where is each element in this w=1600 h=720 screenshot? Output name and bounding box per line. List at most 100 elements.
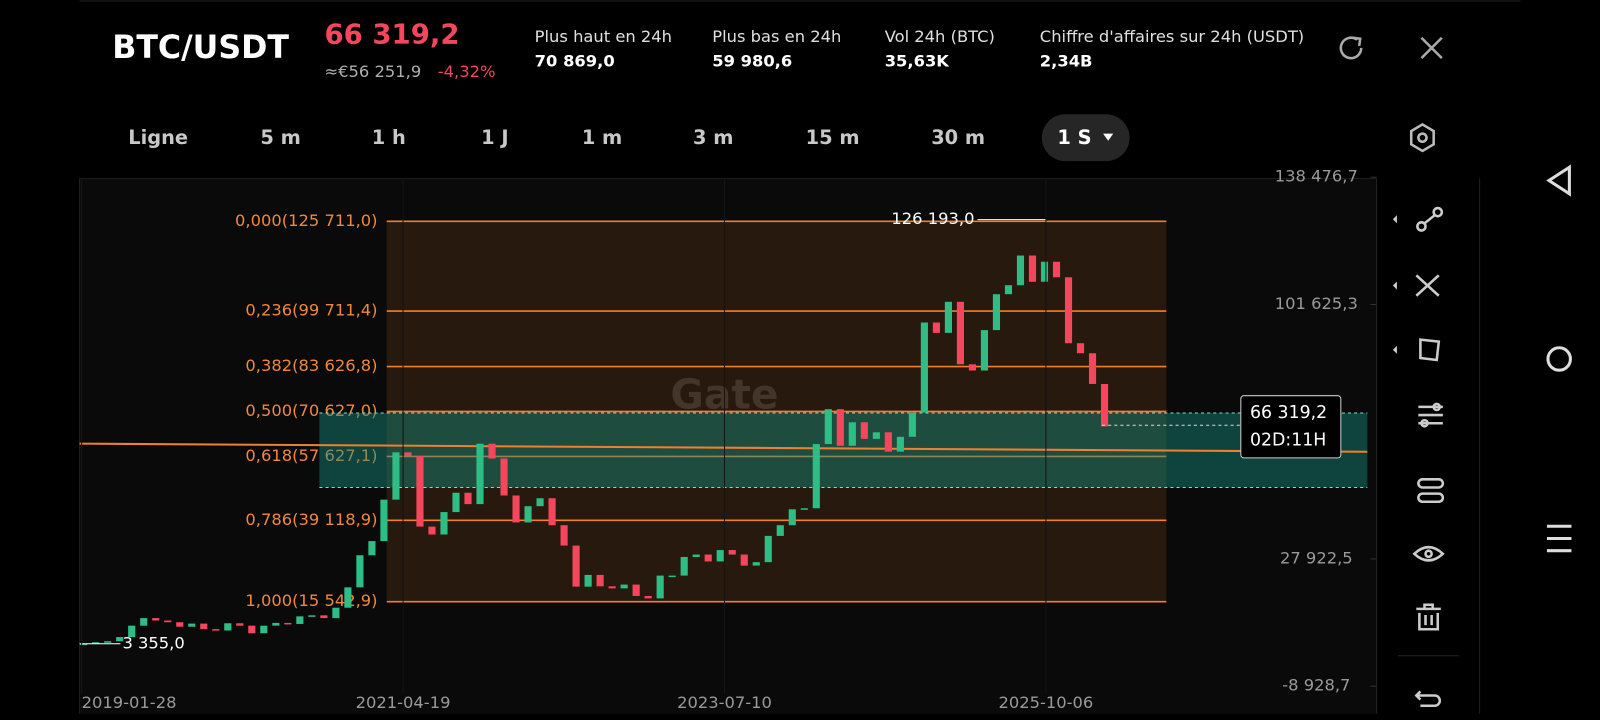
tool-shape[interactable]	[1419, 338, 1441, 362]
candle	[1100, 383, 1109, 427]
candle	[596, 574, 604, 587]
candle	[584, 574, 592, 587]
candle	[836, 409, 844, 446]
fib-label: 0,786(39 118,9)	[245, 510, 377, 529]
candle	[896, 436, 904, 452]
candle	[980, 330, 989, 371]
candle	[944, 301, 952, 333]
settings-icon[interactable]	[1409, 122, 1435, 153]
nav-back[interactable]	[1546, 164, 1571, 197]
candle	[212, 629, 220, 631]
candle	[308, 615, 316, 617]
fib-label: 0,382(83 626,8)	[245, 356, 377, 375]
candle	[632, 584, 640, 596]
candle	[260, 625, 268, 634]
candle	[620, 584, 628, 589]
candle	[296, 616, 304, 624]
candle	[104, 641, 112, 643]
candle	[116, 637, 124, 642]
candle	[776, 525, 784, 536]
tool-sliders[interactable]	[1418, 402, 1443, 428]
candle	[452, 492, 460, 513]
stat-label: Plus bas en 24h	[712, 27, 841, 46]
candle	[140, 618, 148, 626]
candle	[740, 554, 748, 566]
candle	[572, 545, 580, 587]
candle	[248, 625, 256, 634]
timeframe-tab[interactable]: 5 m	[260, 126, 300, 149]
timeframe-tab[interactable]: 1 S	[1057, 126, 1091, 149]
candle	[812, 444, 820, 509]
x-tick-label: 2019-01-28	[82, 693, 177, 712]
candle	[284, 622, 292, 625]
y-tick-label: 27 922,5	[1280, 548, 1353, 567]
timeframe-tab[interactable]: 1 J	[481, 126, 508, 149]
candle	[704, 554, 712, 562]
nav-menu[interactable]	[1546, 524, 1572, 553]
active-tab-bg	[1041, 114, 1130, 162]
tool-eye[interactable]	[1412, 545, 1445, 562]
fib-label: 0,236(99 711,4)	[245, 301, 377, 320]
timeframe-tab[interactable]: 15 m	[806, 126, 860, 149]
fib-band	[386, 520, 1167, 602]
candle	[932, 322, 940, 333]
high-label: 126 193,0	[891, 209, 974, 228]
candle	[752, 562, 760, 566]
candle	[764, 535, 772, 563]
tool-line[interactable]	[1416, 206, 1444, 232]
timeframe-tab[interactable]: 1 m	[582, 126, 622, 149]
stat-label: Plus haut en 24h	[535, 27, 672, 46]
tool-delete[interactable]	[1416, 603, 1441, 631]
candle	[788, 509, 796, 526]
candle	[872, 432, 880, 439]
timeframe-tab[interactable]: 30 m	[931, 126, 985, 149]
candle	[1040, 261, 1049, 282]
candle	[488, 443, 496, 459]
candle	[512, 495, 520, 523]
candle	[224, 623, 232, 631]
fib-band	[386, 221, 1167, 312]
stat-value: 35,63K	[885, 52, 951, 71]
candle	[1028, 255, 1037, 282]
candle	[176, 622, 184, 627]
candle	[992, 294, 1001, 331]
timeframe-tab[interactable]: Ligne	[128, 126, 188, 149]
candle	[716, 550, 724, 562]
timeframe-tab[interactable]: 1 h	[372, 126, 406, 149]
fib-label: 0,618(57 627,1)	[245, 446, 377, 465]
refresh-icon[interactable]	[1339, 36, 1363, 60]
nav-home[interactable]	[1546, 346, 1572, 372]
stats: Plus haut en 24h 70 869,0 Plus bas en 24h 5…	[535, 27, 1304, 70]
tool-group[interactable]	[1417, 478, 1445, 504]
candle	[404, 452, 412, 457]
fib-band	[386, 366, 1167, 412]
candle	[128, 625, 136, 638]
candle	[1052, 261, 1061, 278]
y-tick-label: 138 476,7	[1275, 167, 1358, 186]
stat-label: Chiffre d'affaires sur 24h (USDT)	[1040, 27, 1304, 46]
candle	[680, 556, 688, 576]
candle	[356, 555, 364, 588]
candle	[344, 587, 352, 608]
timeframe-tab[interactable]: 3 m	[693, 126, 733, 149]
candle	[392, 452, 400, 500]
candle	[1016, 255, 1025, 286]
candle	[416, 456, 424, 527]
tool-cross[interactable]	[1415, 274, 1440, 297]
x-tick-label: 2023-07-10	[677, 693, 772, 712]
candle	[1076, 343, 1085, 354]
close-icon[interactable]	[1420, 36, 1443, 60]
candle	[536, 498, 544, 507]
candle	[728, 550, 736, 555]
stat-label: Vol 24h (BTC)	[885, 27, 995, 46]
candle	[188, 623, 196, 627]
tool-undo[interactable]	[1414, 690, 1441, 707]
candle	[884, 432, 892, 452]
candle	[152, 618, 160, 621]
y-tick-label: 101 625,3	[1275, 294, 1358, 313]
candle	[548, 498, 556, 526]
candle	[644, 595, 652, 599]
candle	[320, 615, 328, 619]
x-tick-label: 2021-04-19	[356, 693, 451, 712]
